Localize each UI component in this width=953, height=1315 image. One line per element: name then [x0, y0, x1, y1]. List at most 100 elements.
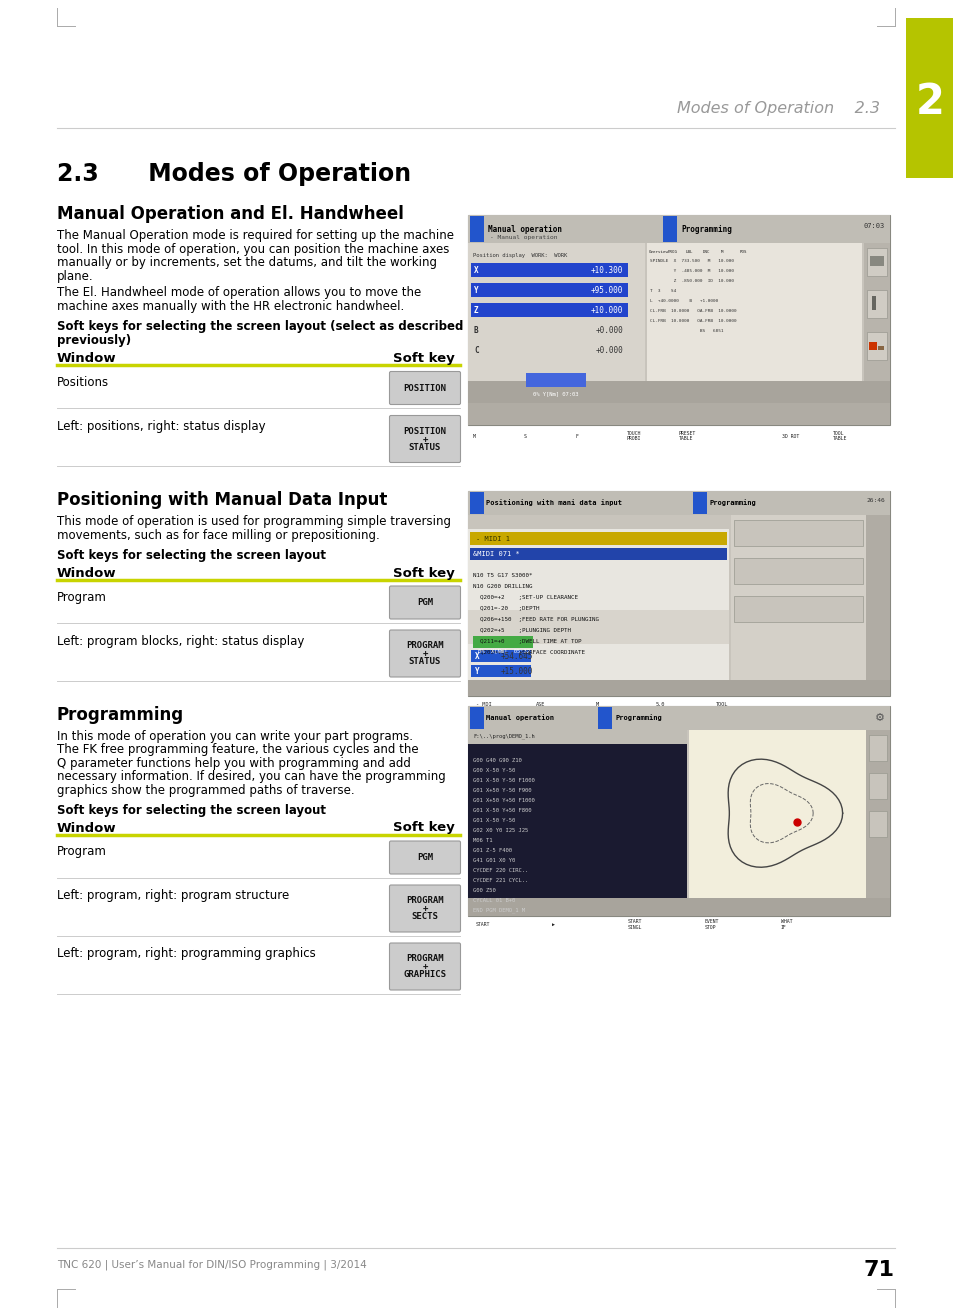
- Text: Programming: Programming: [616, 714, 662, 721]
- Text: TOOL: TOOL: [716, 701, 728, 706]
- Text: +: +: [422, 434, 427, 443]
- Text: G01 X+50 Y+50 F1000: G01 X+50 Y+50 F1000: [473, 797, 535, 802]
- Text: The Manual Operation mode is required for setting up the machine: The Manual Operation mode is required fo…: [57, 229, 454, 242]
- Bar: [877, 346, 883, 350]
- Text: Programming: Programming: [680, 225, 731, 234]
- Text: Soft key: Soft key: [393, 822, 455, 835]
- Text: Left: program, right: program structure: Left: program, right: program structure: [57, 889, 289, 902]
- Bar: [470, 216, 483, 242]
- Text: T  3    S4: T 3 S4: [650, 289, 676, 293]
- Text: 5.0: 5.0: [656, 701, 664, 706]
- Text: +: +: [422, 650, 427, 658]
- Text: manually or by increments, set the datums, and tilt the working: manually or by increments, set the datum…: [57, 256, 436, 270]
- Text: machine axes manually with the HR electronic handwheel.: machine axes manually with the HR electr…: [57, 300, 404, 313]
- Text: BS   6851: BS 6851: [650, 329, 723, 333]
- Text: M: M: [720, 250, 723, 254]
- Bar: [869, 256, 883, 266]
- Text: Y: Y: [475, 667, 479, 676]
- Text: Left: program blocks, right: status display: Left: program blocks, right: status disp…: [57, 635, 304, 647]
- Bar: [662, 216, 677, 242]
- Text: Soft keys for selecting the screen layout: Soft keys for selecting the screen layou…: [57, 548, 326, 562]
- Text: Manual operation: Manual operation: [488, 225, 561, 234]
- Bar: [468, 243, 644, 425]
- Text: 0%  X[Nm]  05:32: 0% X[Nm] 05:32: [477, 648, 530, 654]
- Bar: [868, 735, 886, 760]
- Text: - MIDI 1: - MIDI 1: [476, 537, 510, 542]
- Text: M: M: [473, 434, 476, 438]
- Text: 2.3      Modes of Operation: 2.3 Modes of Operation: [57, 162, 411, 185]
- Bar: [468, 214, 889, 243]
- Bar: [866, 331, 886, 360]
- FancyBboxPatch shape: [389, 885, 460, 932]
- Bar: [598, 706, 612, 729]
- Text: Q parameter functions help you with programming and add: Q parameter functions help you with prog…: [57, 756, 411, 769]
- Text: plane.: plane.: [57, 270, 93, 283]
- Text: G02 X0 Y0 I25 J25: G02 X0 Y0 I25 J25: [473, 827, 528, 832]
- Text: Q201=-20   ;DEPTH: Q201=-20 ;DEPTH: [473, 606, 539, 611]
- Text: PROGRAM: PROGRAM: [406, 896, 443, 905]
- Text: END PGM DEMO_1 M: END PGM DEMO_1 M: [473, 907, 524, 913]
- FancyBboxPatch shape: [389, 372, 460, 405]
- Text: G01 X-50 Y+50 F800: G01 X-50 Y+50 F800: [473, 807, 531, 813]
- Text: CYCDEF 221 CYCL..: CYCDEF 221 CYCL..: [473, 877, 528, 882]
- Text: Y: Y: [474, 285, 478, 295]
- Text: 2: 2: [915, 82, 943, 124]
- Text: SECTS: SECTS: [411, 913, 438, 920]
- Text: +95.000: +95.000: [590, 285, 622, 295]
- Text: PROGRAM: PROGRAM: [406, 953, 443, 963]
- Bar: [468, 214, 889, 425]
- Bar: [468, 515, 728, 529]
- Bar: [471, 650, 531, 661]
- Text: G01 Z-5 F400: G01 Z-5 F400: [473, 847, 512, 852]
- Bar: [863, 243, 889, 425]
- Bar: [688, 730, 865, 915]
- Text: previously): previously): [57, 334, 131, 346]
- Text: CL-FRB  10.0000   OA-FRB  10.0000: CL-FRB 10.0000 OA-FRB 10.0000: [650, 309, 736, 313]
- Text: G01 X+50 Y-50 F900: G01 X+50 Y-50 F900: [473, 788, 531, 793]
- Bar: [733, 519, 862, 546]
- Text: TOOL
TABLE: TOOL TABLE: [832, 430, 846, 442]
- Text: Soft keys for selecting the screen layout: Soft keys for selecting the screen layou…: [57, 803, 326, 817]
- Text: Q200=+0    ;SURFACE COORDINATE: Q200=+0 ;SURFACE COORDINATE: [473, 650, 584, 655]
- Bar: [868, 342, 876, 350]
- Bar: [866, 291, 886, 318]
- Text: 07:03: 07:03: [862, 224, 884, 229]
- Text: 26:46: 26:46: [865, 498, 884, 504]
- Bar: [468, 706, 889, 915]
- Text: PROG: PROG: [666, 250, 677, 254]
- Text: F:\..\prog\DEMO_1.h: F:\..\prog\DEMO_1.h: [473, 734, 535, 739]
- Text: Position display  WORK:  WORK: Position display WORK: WORK: [473, 252, 567, 258]
- Bar: [733, 558, 862, 584]
- Bar: [468, 898, 889, 915]
- Text: Z: Z: [474, 305, 478, 314]
- Text: START: START: [476, 922, 490, 927]
- Bar: [470, 706, 483, 729]
- Text: In this mode of operation you can write your part programs.: In this mode of operation you can write …: [57, 730, 413, 743]
- Text: X: X: [475, 651, 479, 660]
- Text: Positioning with Manual Data Input: Positioning with Manual Data Input: [57, 490, 387, 509]
- Text: CL-FRB  10.0000   OA-FRB  10.0000: CL-FRB 10.0000 OA-FRB 10.0000: [650, 320, 736, 323]
- Bar: [871, 296, 875, 310]
- Text: B: B: [474, 326, 478, 334]
- Text: PROGRAM: PROGRAM: [406, 640, 443, 650]
- Text: +10.300: +10.300: [590, 266, 622, 275]
- Text: Soft key: Soft key: [393, 352, 455, 366]
- Text: POSITION: POSITION: [403, 426, 446, 435]
- Text: M: M: [596, 701, 598, 706]
- Bar: [733, 596, 862, 622]
- Text: Programming: Programming: [57, 706, 184, 723]
- Text: CYCALL 01 B+0: CYCALL 01 B+0: [473, 898, 515, 902]
- Text: +: +: [422, 963, 427, 970]
- Text: The El. Handwheel mode of operation allows you to move the: The El. Handwheel mode of operation allo…: [57, 285, 421, 299]
- Text: Window: Window: [57, 822, 116, 835]
- Text: CYCDEF 220 CIRC..: CYCDEF 220 CIRC..: [473, 868, 528, 872]
- FancyBboxPatch shape: [389, 943, 460, 990]
- Text: graphics show the programmed paths of traverse.: graphics show the programmed paths of tr…: [57, 784, 355, 797]
- Text: 0% Y[Nm] 07:03: 0% Y[Nm] 07:03: [533, 392, 578, 397]
- Text: Manual operation: Manual operation: [485, 714, 554, 721]
- Text: M06 T1: M06 T1: [473, 838, 492, 843]
- Text: LBL: LBL: [684, 250, 692, 254]
- Bar: [865, 730, 889, 915]
- Text: WHAT
IF: WHAT IF: [781, 919, 792, 930]
- Text: This mode of operation is used for programming simple traversing: This mode of operation is used for progr…: [57, 515, 451, 529]
